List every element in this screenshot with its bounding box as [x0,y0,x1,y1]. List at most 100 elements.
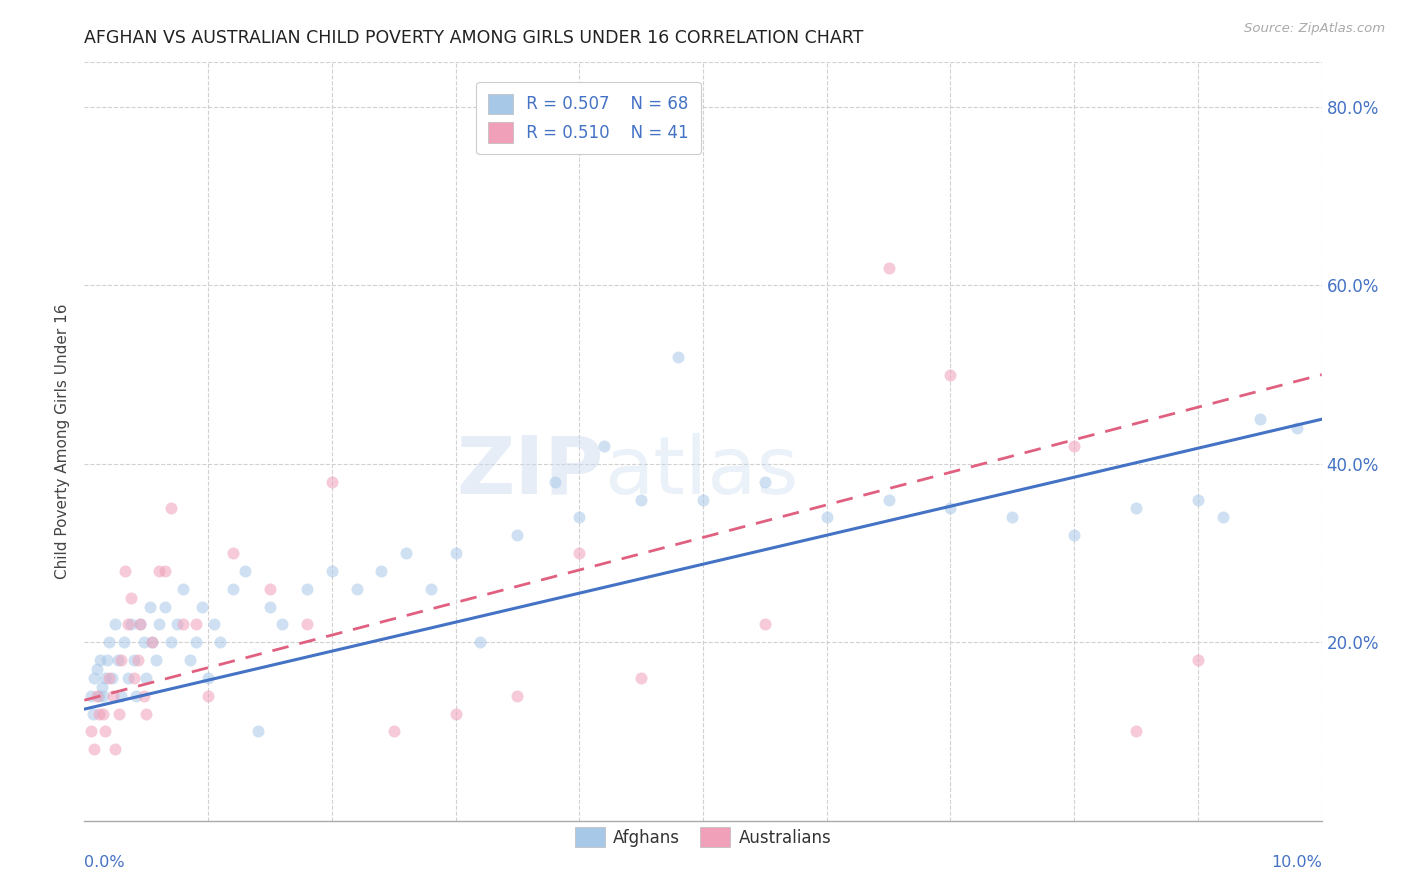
Point [91,689,114,703]
Point [271,617,294,632]
Point [112,635,135,649]
Point [692,492,714,507]
Point [135,706,157,721]
Point [135,671,157,685]
Point [132,689,155,703]
Point [148,564,170,578]
Point [754,617,776,632]
Point [98,635,121,649]
Point [209,635,232,649]
Point [666,350,689,364]
Point [166,617,188,632]
Point [141,635,163,649]
Text: ZIP: ZIP [457,433,605,511]
Point [1125,501,1147,516]
Point [110,653,132,667]
Point [96,653,118,667]
Point [222,546,245,560]
Point [259,599,281,614]
Point [82,706,104,721]
Point [1249,412,1271,426]
Point [1285,421,1308,435]
Point [153,564,176,578]
Point [630,492,652,507]
Point [202,617,225,632]
Point [83,671,105,685]
Legend: Afghans, Australians: Afghans, Australians [568,821,838,854]
Point [939,368,962,382]
Point [117,617,139,632]
Point [145,653,167,667]
Point [419,582,441,596]
Point [86,689,108,703]
Point [120,591,142,605]
Point [1063,528,1085,542]
Text: atlas: atlas [605,433,799,511]
Point [246,724,269,739]
Point [233,564,256,578]
Point [395,546,418,560]
Point [1001,510,1024,524]
Point [94,671,117,685]
Point [141,635,163,649]
Point [222,582,245,596]
Point [172,617,194,632]
Point [94,724,117,739]
Point [877,260,900,275]
Point [100,671,122,685]
Point [129,617,152,632]
Point [129,617,152,632]
Point [83,742,105,756]
Point [127,653,149,667]
Point [117,671,139,685]
Point [939,501,962,516]
Point [754,475,776,489]
Point [877,492,900,507]
Point [259,582,281,596]
Point [79,689,101,703]
Point [108,706,131,721]
Point [1125,724,1147,739]
Point [79,724,101,739]
Point [444,706,467,721]
Y-axis label: Child Poverty Among Girls Under 16: Child Poverty Among Girls Under 16 [55,304,70,579]
Point [815,510,838,524]
Point [197,689,219,703]
Point [506,528,529,542]
Point [179,653,201,667]
Point [104,742,127,756]
Point [172,582,194,596]
Point [444,546,467,560]
Point [197,671,219,685]
Text: Source: ZipAtlas.com: Source: ZipAtlas.com [1244,22,1385,36]
Point [91,706,114,721]
Point [104,617,127,632]
Point [184,635,207,649]
Point [593,439,616,453]
Point [132,635,155,649]
Point [1187,492,1209,507]
Point [153,599,176,614]
Point [506,689,529,703]
Point [568,546,591,560]
Point [98,671,121,685]
Point [382,724,405,739]
Point [370,564,392,578]
Point [1187,653,1209,667]
Point [114,564,136,578]
Point [90,680,112,694]
Point [321,475,343,489]
Point [125,689,148,703]
Point [295,582,318,596]
Point [89,706,111,721]
Point [191,599,214,614]
Point [295,617,318,632]
Text: AFGHAN VS AUSTRALIAN CHILD POVERTY AMONG GIRLS UNDER 16 CORRELATION CHART: AFGHAN VS AUSTRALIAN CHILD POVERTY AMONG… [84,29,863,47]
Point [148,617,170,632]
Point [101,689,124,703]
Point [630,671,652,685]
Point [184,617,207,632]
Point [86,662,108,676]
Point [160,635,183,649]
Point [543,475,565,489]
